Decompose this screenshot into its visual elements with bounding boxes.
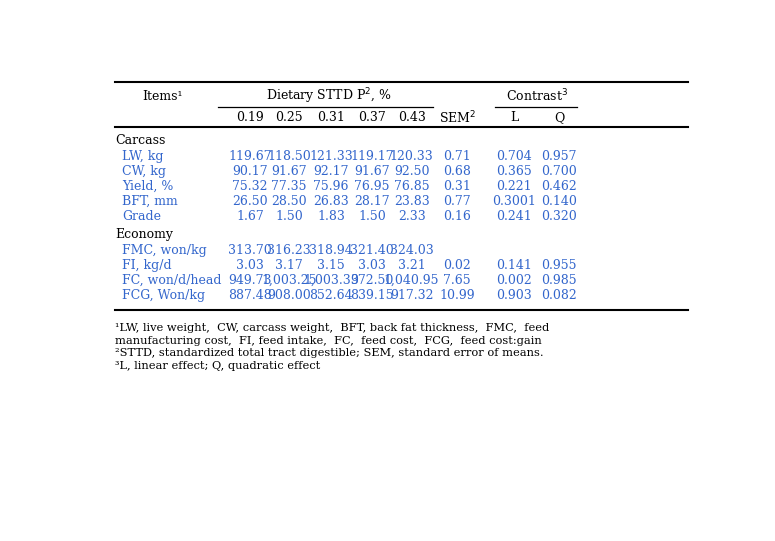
Text: Yield, %: Yield, % (122, 180, 174, 193)
Text: ¹LW, live weight,  CW, carcass weight,  BFT, back fat thickness,  FMC,  feed: ¹LW, live weight, CW, carcass weight, BF… (115, 323, 549, 333)
Text: FCG, Won/kg: FCG, Won/kg (122, 289, 205, 302)
Text: 2.33: 2.33 (398, 210, 425, 223)
Text: 0.985: 0.985 (542, 274, 577, 287)
Text: 324.03: 324.03 (390, 244, 433, 257)
Text: 75.96: 75.96 (313, 180, 349, 193)
Text: CW, kg: CW, kg (122, 165, 166, 178)
Text: 0.320: 0.320 (542, 210, 577, 223)
Text: 119.67: 119.67 (228, 150, 272, 163)
Text: 3.17: 3.17 (275, 259, 303, 272)
Text: Economy: Economy (115, 228, 173, 241)
Text: 0.16: 0.16 (443, 210, 471, 223)
Text: 3.03: 3.03 (358, 259, 386, 272)
Text: 0.37: 0.37 (358, 111, 386, 124)
Text: 839.15: 839.15 (350, 289, 394, 302)
Text: 0.365: 0.365 (497, 165, 532, 178)
Text: Dietary STTD P$^{2}$, %: Dietary STTD P$^{2}$, % (267, 87, 392, 106)
Text: 1.50: 1.50 (275, 210, 303, 223)
Text: 0.25: 0.25 (275, 111, 303, 124)
Text: 0.77: 0.77 (443, 195, 471, 208)
Text: 318.94: 318.94 (309, 244, 353, 257)
Text: 119.17: 119.17 (350, 150, 394, 163)
Text: ³L, linear effect; Q, quadratic effect: ³L, linear effect; Q, quadratic effect (115, 361, 320, 371)
Text: 0.462: 0.462 (542, 180, 577, 193)
Text: 75.32: 75.32 (232, 180, 268, 193)
Text: 0.31: 0.31 (443, 180, 471, 193)
Text: 3.15: 3.15 (317, 259, 345, 272)
Text: 28.50: 28.50 (271, 195, 307, 208)
Text: 3.21: 3.21 (398, 259, 425, 272)
Text: 92.50: 92.50 (394, 165, 429, 178)
Text: 0.02: 0.02 (443, 259, 471, 272)
Text: FI, kg/d: FI, kg/d (122, 259, 172, 272)
Text: 77.35: 77.35 (271, 180, 307, 193)
Text: 91.67: 91.67 (354, 165, 390, 178)
Text: 121.33: 121.33 (309, 150, 353, 163)
Text: 0.141: 0.141 (496, 259, 532, 272)
Text: 0.082: 0.082 (542, 289, 577, 302)
Text: 0.957: 0.957 (542, 150, 577, 163)
Text: 0.140: 0.140 (542, 195, 577, 208)
Text: SEM$^{2}$: SEM$^{2}$ (439, 109, 476, 126)
Text: Carcass: Carcass (115, 134, 165, 147)
Text: 972.50: 972.50 (350, 274, 394, 287)
Text: 0.43: 0.43 (398, 111, 425, 124)
Text: 90.17: 90.17 (232, 165, 268, 178)
Text: 0.700: 0.700 (542, 165, 577, 178)
Text: 10.99: 10.99 (439, 289, 475, 302)
Text: BFT, mm: BFT, mm (122, 195, 177, 208)
Text: 0.3001: 0.3001 (492, 195, 536, 208)
Text: 1,003.33: 1,003.33 (303, 274, 359, 287)
Text: 949.73: 949.73 (229, 274, 272, 287)
Text: 1.83: 1.83 (317, 210, 345, 223)
Text: 1,003.25: 1,003.25 (261, 274, 317, 287)
Text: 26.83: 26.83 (313, 195, 349, 208)
Text: 1,040.95: 1,040.95 (384, 274, 439, 287)
Text: 92.17: 92.17 (313, 165, 349, 178)
Text: 26.50: 26.50 (232, 195, 268, 208)
Text: 316.23: 316.23 (267, 244, 311, 257)
Text: 908.00: 908.00 (267, 289, 311, 302)
Text: manufacturing cost,  FI, feed intake,  FC,  feed cost,  FCG,  feed cost:gain: manufacturing cost, FI, feed intake, FC,… (115, 335, 542, 346)
Text: 0.19: 0.19 (236, 111, 264, 124)
Text: 1.67: 1.67 (236, 210, 264, 223)
Text: FC, won/d/head: FC, won/d/head (122, 274, 222, 287)
Text: 0.903: 0.903 (497, 289, 532, 302)
Text: 0.68: 0.68 (443, 165, 471, 178)
Text: 23.83: 23.83 (394, 195, 429, 208)
Text: 0.704: 0.704 (497, 150, 532, 163)
Text: 0.002: 0.002 (497, 274, 532, 287)
Text: 0.221: 0.221 (497, 180, 532, 193)
Text: 7.65: 7.65 (443, 274, 471, 287)
Text: 28.17: 28.17 (354, 195, 390, 208)
Text: 1.50: 1.50 (358, 210, 386, 223)
Text: FMC, won/kg: FMC, won/kg (122, 244, 207, 257)
Text: ²STTD, standardized total tract digestible; SEM, standard error of means.: ²STTD, standardized total tract digestib… (115, 348, 543, 358)
Text: Contrast$^{3}$: Contrast$^{3}$ (505, 88, 567, 104)
Text: 120.33: 120.33 (390, 150, 433, 163)
Text: 313.70: 313.70 (228, 244, 272, 257)
Text: 917.32: 917.32 (390, 289, 433, 302)
Text: Q: Q (554, 111, 564, 124)
Text: 852.64: 852.64 (309, 289, 353, 302)
Text: 0.241: 0.241 (497, 210, 532, 223)
Text: 0.955: 0.955 (542, 259, 577, 272)
Text: 91.67: 91.67 (271, 165, 307, 178)
Text: LW, kg: LW, kg (122, 150, 164, 163)
Text: Grade: Grade (122, 210, 161, 223)
Text: 0.31: 0.31 (317, 111, 345, 124)
Text: 76.95: 76.95 (354, 180, 390, 193)
Text: L: L (510, 111, 518, 124)
Text: 76.85: 76.85 (394, 180, 429, 193)
Text: 3.03: 3.03 (236, 259, 264, 272)
Text: 887.48: 887.48 (228, 289, 272, 302)
Text: 0.71: 0.71 (443, 150, 471, 163)
Text: Items¹: Items¹ (143, 90, 183, 103)
Text: 118.50: 118.50 (267, 150, 311, 163)
Text: 321.40: 321.40 (350, 244, 394, 257)
